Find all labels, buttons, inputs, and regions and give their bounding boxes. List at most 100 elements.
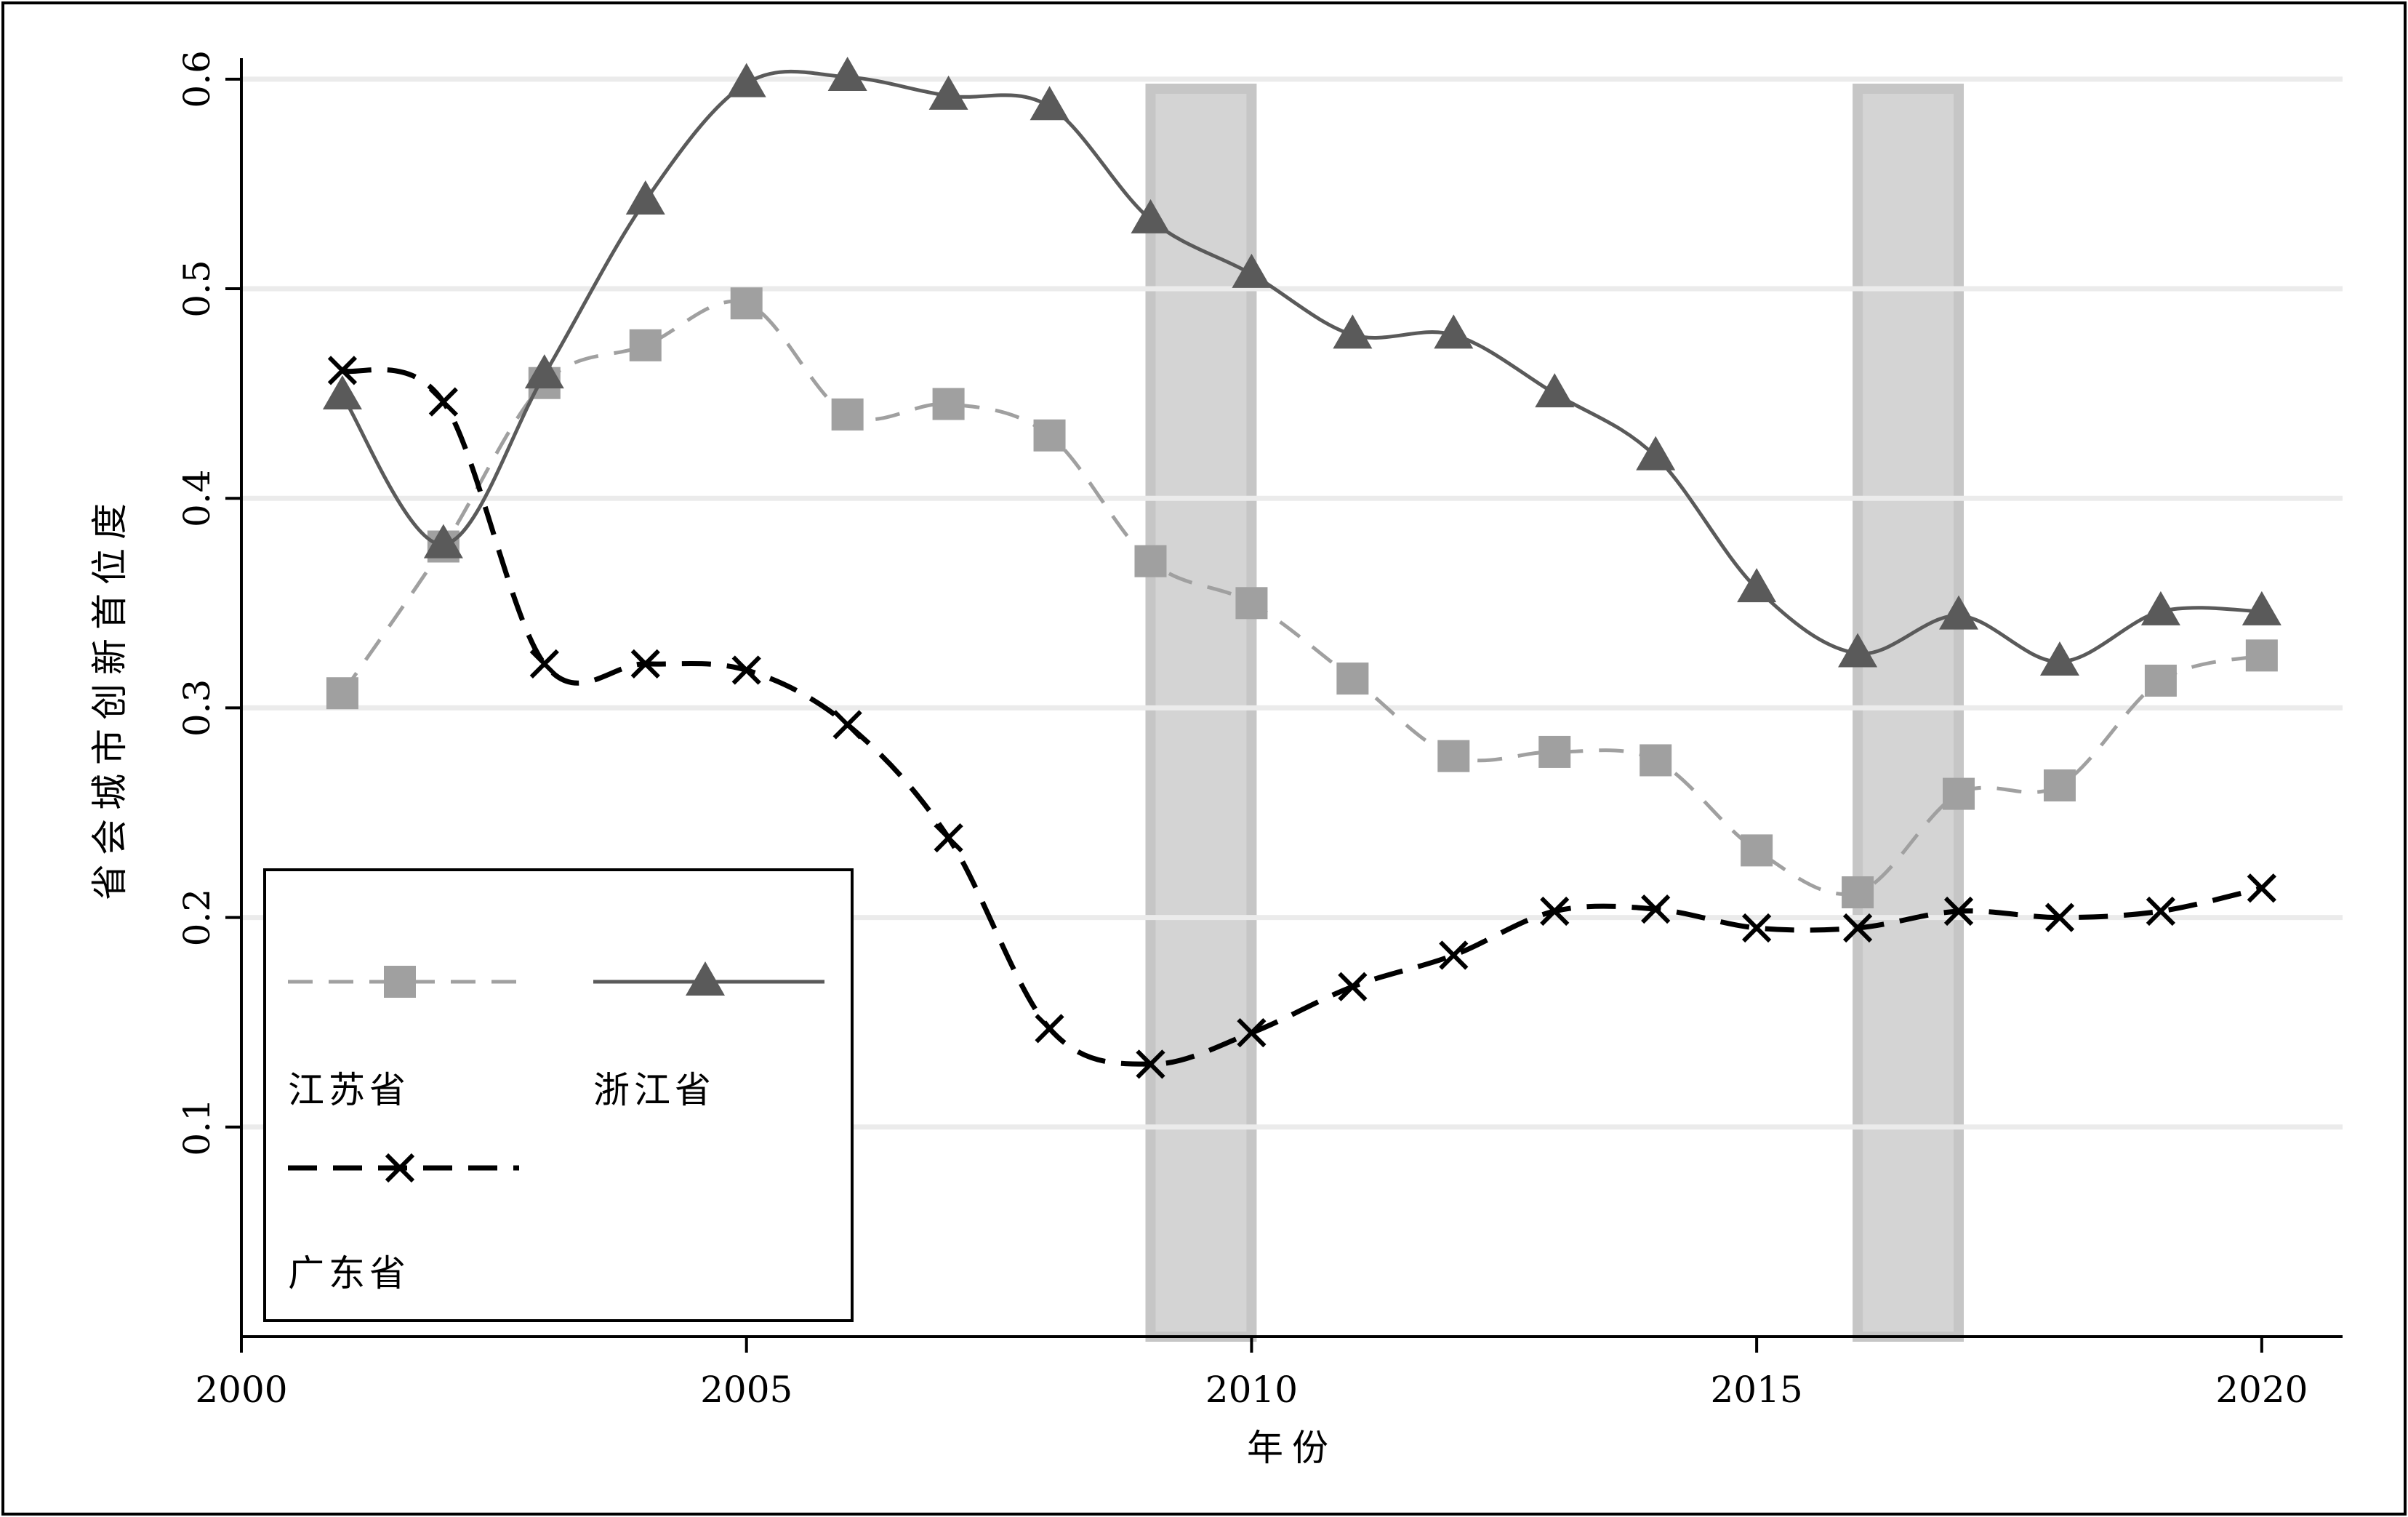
x-marker-stroke xyxy=(2146,896,2176,926)
x-marker-stroke xyxy=(1136,1049,1165,1079)
x-marker-stroke xyxy=(1641,894,1671,924)
data-point xyxy=(1939,595,1979,630)
data-point xyxy=(730,287,763,320)
legend-item: 广东省 xyxy=(288,1153,519,1294)
data-point xyxy=(726,63,766,97)
y-tick-label: 0.1 xyxy=(176,1098,218,1156)
data-point xyxy=(1842,876,1874,909)
data-point xyxy=(625,180,665,215)
x-marker-stroke xyxy=(327,356,358,385)
x-tick-label: 2000 xyxy=(195,1369,287,1411)
data-point xyxy=(1437,740,1470,772)
data-point xyxy=(1434,314,1474,349)
legend-item: 浙江省 xyxy=(593,961,824,1111)
data-point xyxy=(1232,253,1272,288)
shaded-span xyxy=(1853,84,1964,1342)
data-point xyxy=(1842,913,1873,943)
y-tick-label: 0.3 xyxy=(176,679,218,737)
data-point xyxy=(1636,436,1676,471)
legend-marker xyxy=(384,966,416,998)
data-point xyxy=(1235,587,1268,620)
data-point xyxy=(1134,545,1167,577)
axes: 0.1 0.2 0.3 0.4 0.5 0.6 2000 2005 2010 2015 2020 xyxy=(176,50,2343,1411)
data-point xyxy=(1333,314,1373,349)
data-point xyxy=(1538,735,1571,768)
x-marker-stroke xyxy=(385,1153,415,1183)
x-marker-stroke xyxy=(428,387,459,417)
y-tick-label: 0.2 xyxy=(176,889,218,947)
data-point xyxy=(2144,664,2177,697)
x-axis-label: 年份 xyxy=(1247,1427,1337,1469)
data-point xyxy=(428,387,459,417)
data-point xyxy=(1033,419,1066,452)
data-point xyxy=(1030,86,1069,121)
data-point xyxy=(327,356,358,385)
data-point xyxy=(326,677,358,710)
x-marker-stroke xyxy=(2247,873,2276,903)
x-marker-stroke xyxy=(832,710,862,740)
data-point xyxy=(827,56,867,91)
data-point xyxy=(731,655,761,685)
x-marker-stroke xyxy=(934,822,963,853)
data-point xyxy=(831,398,864,431)
x-marker-stroke xyxy=(1035,1014,1064,1044)
y-tick-label: 0.5 xyxy=(176,260,218,318)
data-point xyxy=(630,649,660,679)
data-point xyxy=(928,75,968,110)
data-point xyxy=(2044,902,2075,932)
legend-label: 广东省 xyxy=(288,1252,410,1294)
data-point xyxy=(2043,769,2076,802)
data-point xyxy=(1943,777,1975,810)
x-tick-label: 2015 xyxy=(1711,1369,1803,1411)
shaded-span xyxy=(1145,84,1257,1342)
data-point xyxy=(2140,591,2180,625)
x-marker-stroke xyxy=(1338,972,1368,1001)
data-point xyxy=(524,354,564,389)
data-point xyxy=(1035,1014,1064,1044)
data-point xyxy=(2242,591,2281,625)
data-point xyxy=(1237,1017,1267,1048)
data-point xyxy=(1943,896,1974,926)
data-point xyxy=(1439,940,1469,970)
x-marker-stroke xyxy=(2044,902,2075,932)
series-line-0 xyxy=(340,299,2263,896)
data-point xyxy=(1540,896,1570,926)
x-marker-stroke xyxy=(1540,896,1570,926)
x-marker-stroke xyxy=(1842,913,1873,943)
legend-item: 江苏省 xyxy=(288,966,519,1111)
data-point xyxy=(1838,633,1878,668)
legend-label: 江苏省 xyxy=(288,1069,410,1111)
y-tick-label: 0.4 xyxy=(176,469,218,527)
x-marker-stroke xyxy=(731,655,761,685)
data-point xyxy=(1742,913,1772,943)
data-point xyxy=(1338,972,1368,1001)
data-point xyxy=(1641,894,1671,924)
x-marker-stroke xyxy=(1439,940,1469,970)
x-marker-stroke xyxy=(529,649,559,679)
series-line-2 xyxy=(341,367,2263,1067)
legend-label: 浙江省 xyxy=(593,1069,715,1111)
data-point xyxy=(2245,639,2278,672)
data-point xyxy=(529,649,559,679)
data-point xyxy=(423,524,463,559)
x-marker-stroke xyxy=(630,649,660,679)
data-point xyxy=(832,710,862,740)
data-point xyxy=(1535,373,1575,408)
x-marker-stroke xyxy=(1742,913,1772,943)
data-point xyxy=(1131,199,1171,233)
legend-marker xyxy=(686,961,725,996)
series-lines xyxy=(322,56,2281,1079)
data-point xyxy=(2039,641,2079,676)
data-point xyxy=(1737,568,1777,603)
legend-marker xyxy=(385,1153,415,1183)
x-tick-label: 2020 xyxy=(2215,1369,2308,1411)
data-point xyxy=(1741,834,1773,867)
data-point xyxy=(322,375,362,409)
x-marker-stroke xyxy=(1943,896,1974,926)
data-point xyxy=(629,329,662,361)
data-point xyxy=(2146,896,2176,926)
data-point xyxy=(934,822,963,853)
data-point xyxy=(2247,873,2276,903)
